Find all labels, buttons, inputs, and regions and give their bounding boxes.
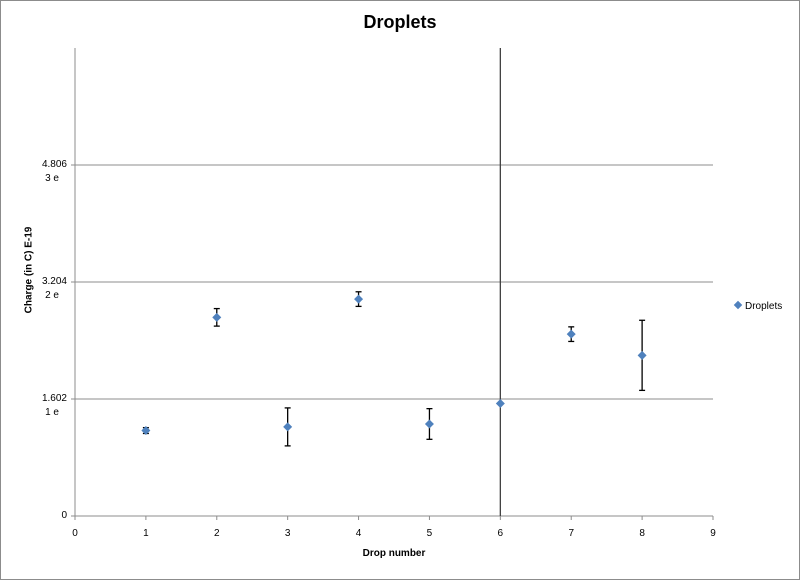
data-point bbox=[212, 312, 222, 322]
data-point bbox=[141, 426, 151, 436]
x-tick-label: 0 bbox=[72, 528, 78, 539]
x-tick-label: 9 bbox=[710, 528, 716, 539]
y-tick-label: 3.204 bbox=[41, 276, 67, 287]
legend-entry: Droplets bbox=[745, 301, 783, 312]
y-tick-sublabel: 2 e bbox=[45, 290, 59, 301]
data-point bbox=[424, 419, 434, 429]
chart-title: Droplets bbox=[363, 12, 437, 32]
x-tick-label: 1 bbox=[143, 528, 149, 539]
x-tick-label: 4 bbox=[355, 528, 362, 539]
y-tick-label: 0 bbox=[61, 510, 67, 521]
y-tick-sublabel: 1 e bbox=[45, 407, 59, 418]
y-tick-label: 1.602 bbox=[41, 393, 67, 404]
data-point bbox=[566, 329, 576, 339]
y-tick-label: 4.806 bbox=[41, 159, 67, 170]
data-point bbox=[354, 294, 364, 304]
data-point bbox=[283, 422, 293, 432]
x-tick-label: 5 bbox=[426, 528, 433, 539]
x-tick-label: 7 bbox=[568, 528, 574, 539]
diamond-marker-icon bbox=[733, 301, 743, 310]
x-tick-label: 3 bbox=[284, 528, 291, 539]
x-tick-label: 8 bbox=[639, 528, 645, 539]
x-axis-label: Drop number bbox=[362, 548, 426, 559]
y-tick-sublabel: 3 e bbox=[45, 173, 59, 184]
data-point bbox=[637, 350, 647, 360]
legend: Droplets bbox=[733, 301, 783, 312]
x-tick-label: 6 bbox=[497, 528, 504, 539]
x-tick-label: 2 bbox=[213, 528, 220, 539]
data-point bbox=[495, 399, 505, 409]
